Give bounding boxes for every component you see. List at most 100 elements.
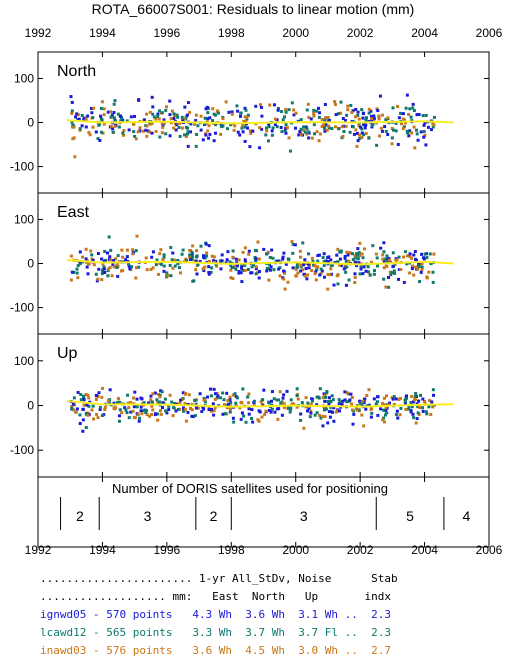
data-point-inawd03 [273, 117, 277, 121]
data-point-lcawd12 [84, 411, 88, 415]
data-point-ignwd05 [279, 126, 283, 130]
data-point-ignwd05 [307, 136, 311, 140]
data-point-ignwd05 [309, 117, 313, 121]
data-point-inawd03 [307, 115, 311, 119]
data-point-inawd03 [100, 386, 104, 390]
data-point-inawd03 [92, 263, 96, 267]
data-point-lcawd12 [361, 256, 365, 260]
data-point-ignwd05 [186, 101, 190, 105]
data-point-inawd03 [369, 260, 373, 264]
data-point-lcawd12 [184, 125, 188, 129]
data-point-ignwd05 [240, 411, 244, 415]
data-point-inawd03 [309, 409, 313, 413]
data-point-ignwd05 [204, 133, 208, 137]
data-point-ignwd05 [151, 250, 155, 254]
data-point-inawd03 [381, 253, 385, 257]
data-point-lcawd12 [351, 258, 355, 262]
data-point-inawd03 [402, 255, 406, 259]
data-point-ignwd05 [213, 131, 217, 135]
data-point-ignwd05 [247, 412, 251, 416]
data-point-inawd03 [225, 406, 229, 410]
data-point-lcawd12 [78, 127, 82, 131]
data-point-inawd03 [310, 269, 314, 273]
data-point-ignwd05 [212, 387, 216, 391]
data-point-lcawd12 [371, 244, 375, 248]
data-point-inawd03 [310, 136, 314, 140]
data-point-inawd03 [196, 406, 200, 410]
data-point-lcawd12 [344, 259, 348, 263]
data-point-lcawd12 [191, 255, 195, 259]
data-point-lcawd12 [339, 250, 343, 254]
data-point-lcawd12 [94, 272, 98, 276]
data-point-lcawd12 [117, 419, 121, 423]
data-point-ignwd05 [343, 119, 347, 123]
data-point-ignwd05 [204, 242, 208, 246]
data-point-ignwd05 [370, 118, 374, 122]
data-point-lcawd12 [414, 394, 418, 398]
y-tick-label: 100 [14, 71, 34, 85]
data-point-inawd03 [302, 128, 306, 132]
data-point-lcawd12 [384, 129, 388, 133]
data-point-lcawd12 [384, 118, 388, 122]
data-point-ignwd05 [362, 123, 366, 127]
data-point-inawd03 [110, 274, 114, 278]
data-point-inawd03 [231, 277, 235, 281]
data-point-ignwd05 [383, 125, 387, 129]
data-point-lcawd12 [407, 405, 411, 409]
data-point-inawd03 [237, 258, 241, 262]
data-point-inawd03 [350, 395, 354, 399]
data-point-inawd03 [284, 108, 288, 112]
data-point-lcawd12 [240, 126, 244, 130]
data-point-inawd03 [336, 409, 340, 413]
data-point-lcawd12 [160, 390, 164, 394]
data-point-inawd03 [318, 413, 322, 417]
data-point-ignwd05 [272, 103, 276, 107]
data-point-inawd03 [354, 128, 358, 132]
data-point-lcawd12 [116, 254, 120, 258]
data-point-inawd03 [84, 247, 88, 251]
data-point-inawd03 [357, 253, 361, 257]
data-point-lcawd12 [313, 413, 317, 417]
data-point-lcawd12 [288, 149, 292, 153]
data-point-lcawd12 [429, 262, 433, 266]
data-point-lcawd12 [113, 99, 117, 103]
data-point-inawd03 [417, 412, 421, 416]
data-point-ignwd05 [81, 418, 85, 422]
data-point-lcawd12 [232, 420, 236, 424]
data-point-lcawd12 [209, 394, 213, 398]
data-point-ignwd05 [239, 114, 243, 118]
data-point-inawd03 [333, 103, 337, 107]
data-point-lcawd12 [360, 108, 364, 112]
stats-row-ina: inawd03 - 576 points 3.6 Wh 4.5 Wh 3.0 W… [40, 644, 391, 657]
data-point-lcawd12 [345, 400, 349, 404]
data-point-inawd03 [285, 126, 289, 130]
data-point-ignwd05 [346, 253, 350, 257]
data-point-ignwd05 [335, 253, 339, 257]
data-point-lcawd12 [375, 256, 379, 260]
data-point-ignwd05 [415, 417, 419, 421]
data-point-inawd03 [102, 107, 106, 111]
data-point-ignwd05 [82, 398, 86, 402]
stats-row-ign: ignwd05 - 570 points 4.3 Wh 3.6 Wh 3.1 W… [40, 608, 391, 621]
data-point-inawd03 [401, 117, 405, 121]
data-point-ignwd05 [106, 110, 110, 114]
data-point-inawd03 [301, 268, 305, 272]
data-point-ignwd05 [76, 390, 80, 394]
data-point-inawd03 [112, 265, 116, 269]
data-point-lcawd12 [124, 408, 128, 412]
data-point-inawd03 [299, 263, 303, 267]
data-point-lcawd12 [322, 260, 326, 264]
data-point-lcawd12 [203, 400, 207, 404]
data-point-ignwd05 [198, 392, 202, 396]
x-tick-label-top: 1996 [154, 26, 181, 40]
data-point-lcawd12 [303, 130, 307, 134]
data-point-lcawd12 [295, 263, 299, 267]
data-point-inawd03 [72, 408, 76, 412]
data-point-ignwd05 [207, 272, 211, 276]
data-point-ignwd05 [111, 127, 115, 131]
data-point-lcawd12 [416, 411, 420, 415]
data-point-inawd03 [294, 111, 298, 115]
data-point-inawd03 [133, 416, 137, 420]
data-point-inawd03 [82, 403, 86, 407]
data-point-ignwd05 [401, 112, 405, 116]
